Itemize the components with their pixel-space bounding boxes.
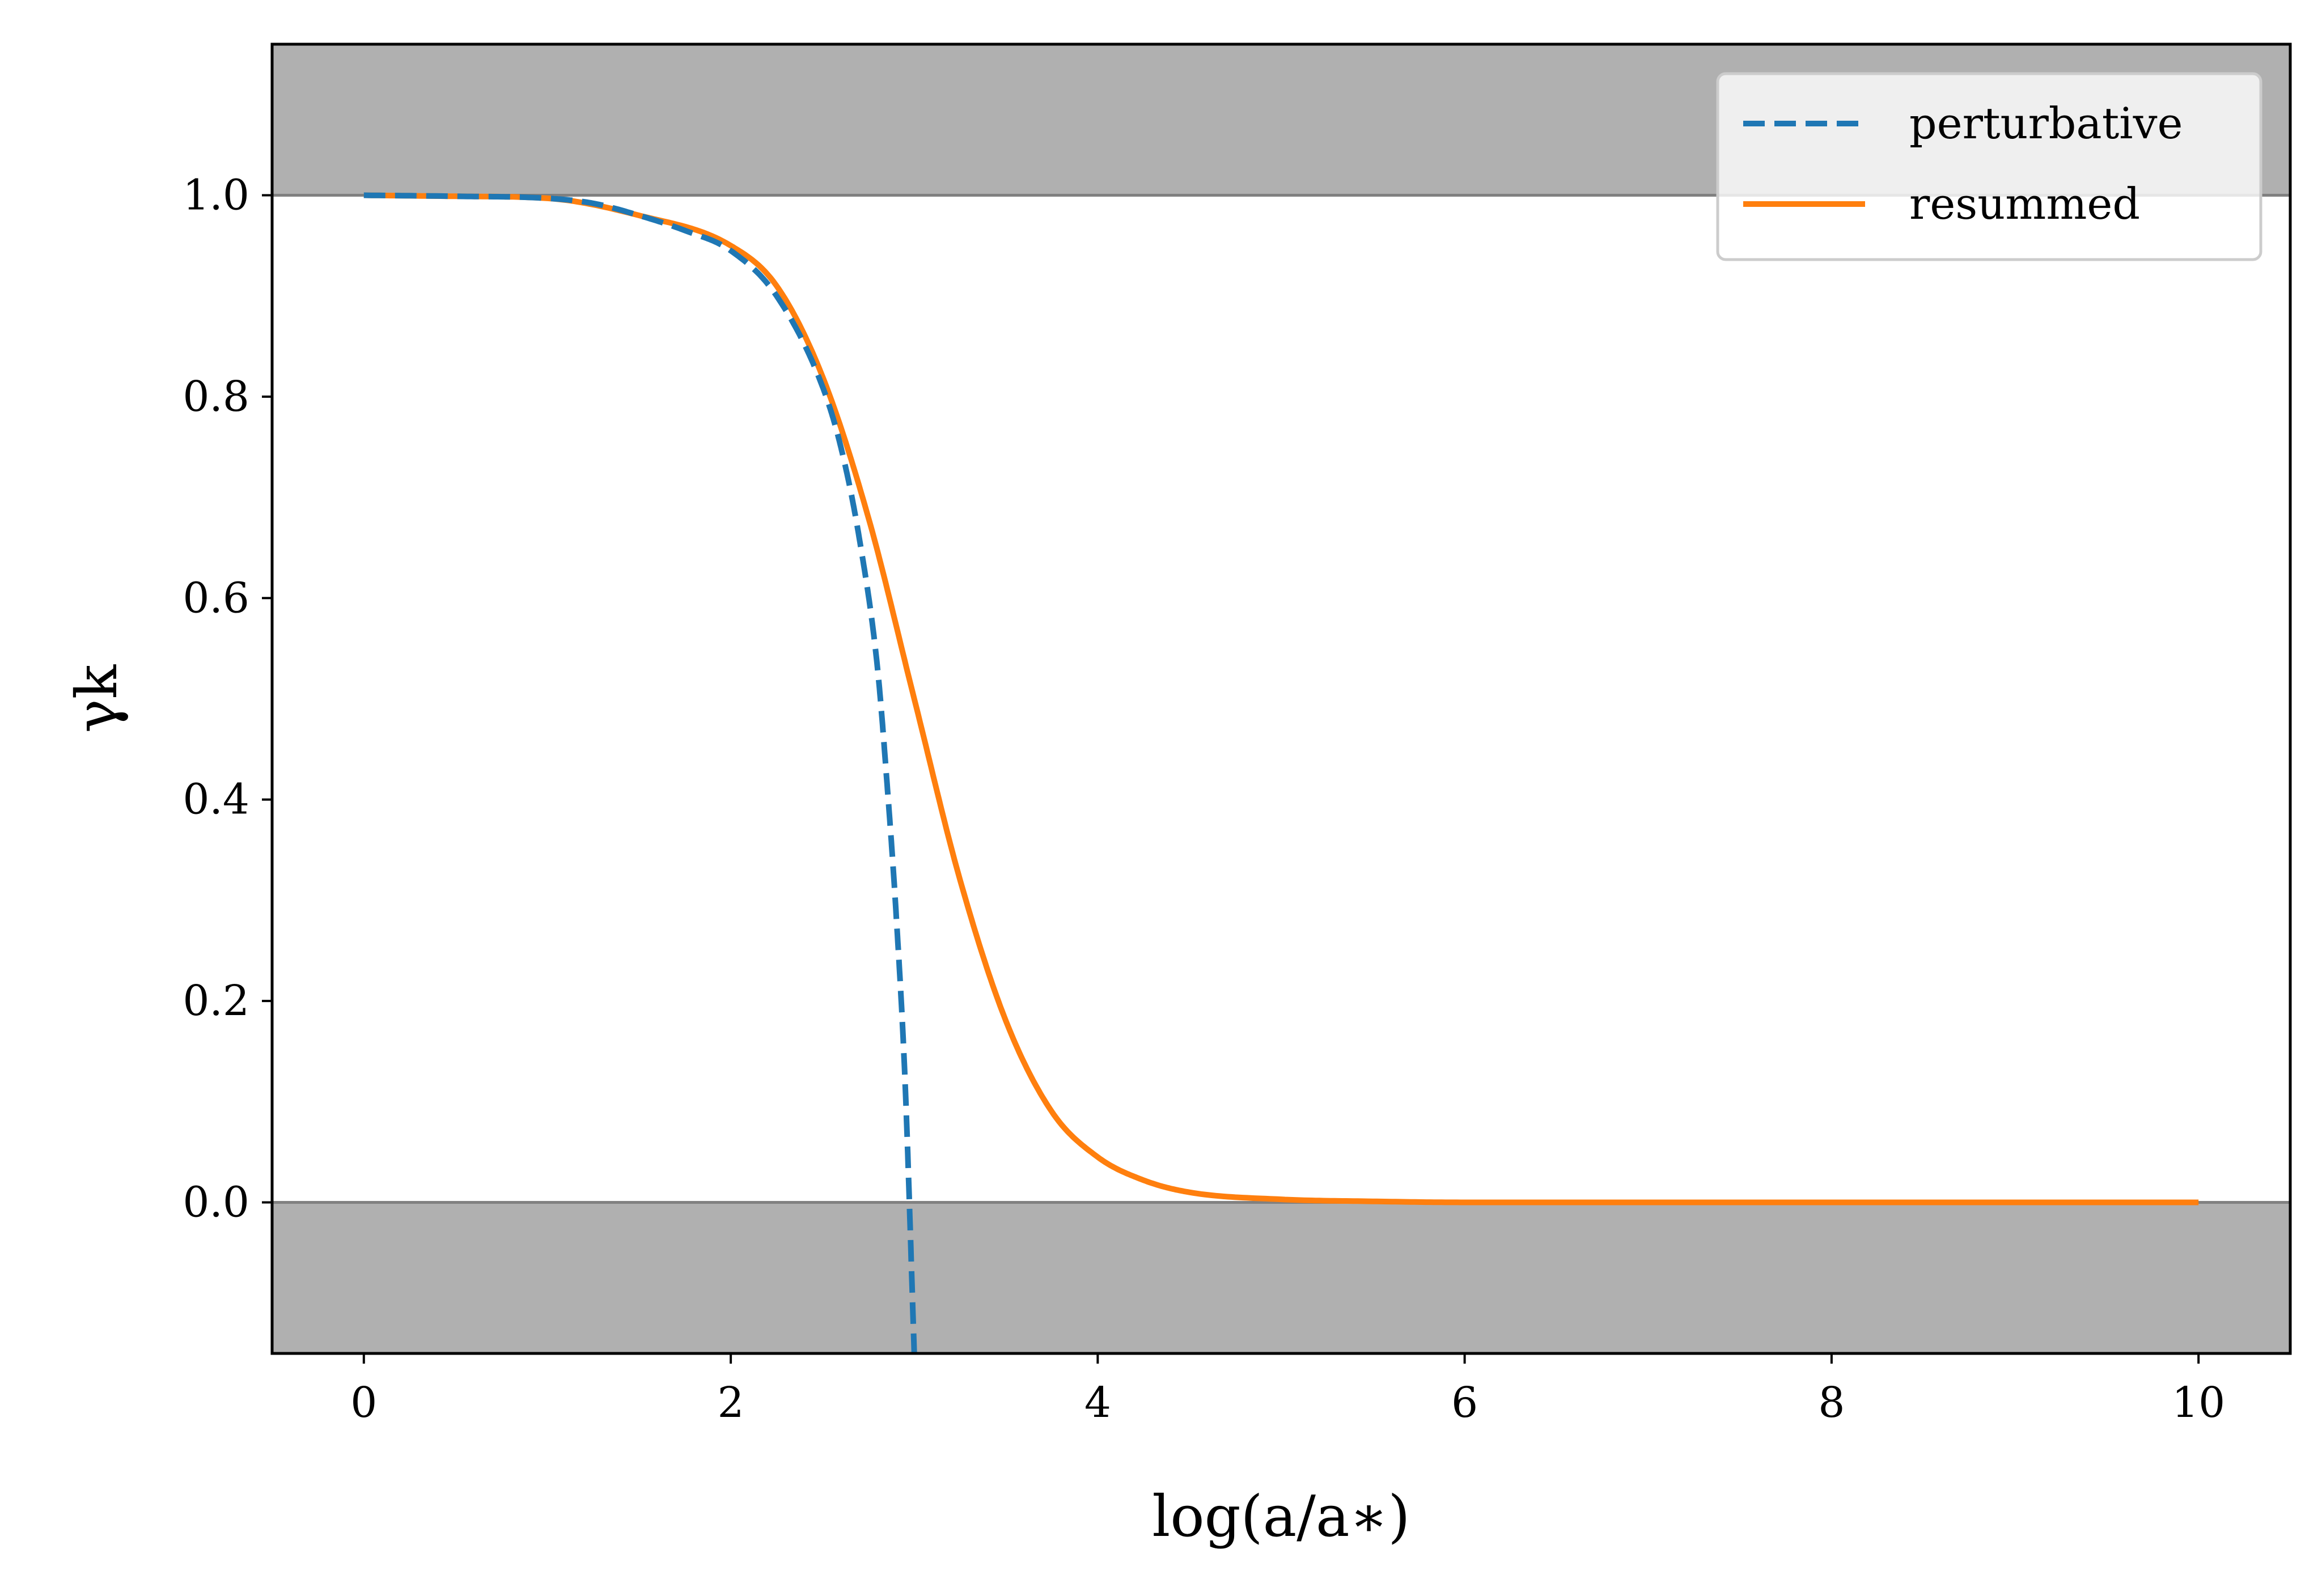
y-tick-label: 0.8: [183, 372, 249, 421]
shaded-region-1: [272, 1202, 2290, 1353]
x-tick-label: 0: [350, 1378, 377, 1427]
x-tick-label: 6: [1451, 1378, 1478, 1427]
plot-frame: [270, 43, 2292, 1355]
legend-box: [1716, 72, 2262, 261]
series-line-resummed: [363, 192, 2199, 1206]
x-tick-label: 4: [1084, 1378, 1111, 1427]
y-tick-label: 0.6: [183, 574, 249, 622]
y-axis-label: γk: [63, 664, 130, 733]
x-axis-label: log(a/a∗): [1152, 1483, 1410, 1550]
reference-lines: [272, 194, 2290, 1204]
x-tick-label: 10: [2172, 1378, 2225, 1427]
y-axis-ticks: 0.0 0.2 0.4 0.6 0.8 1.0: [183, 171, 272, 1226]
series-lines: [363, 192, 2199, 1354]
y-tick-label: 0.2: [183, 977, 249, 1025]
x-axis-ticks: 0 2 4 6 8 10: [350, 1353, 2225, 1427]
y-tick-label: 0.0: [183, 1178, 249, 1226]
y-tick-label: 1.0: [183, 171, 249, 220]
x-tick-label: 2: [718, 1378, 744, 1427]
x-tick-label: 8: [1818, 1378, 1845, 1427]
legend-label-perturbative: perturbative: [1909, 98, 2183, 148]
legend-label-resummed: resummed: [1909, 179, 2140, 229]
series-line-perturbative: [363, 192, 917, 1354]
legend: perturbative resummed: [1716, 72, 2262, 261]
y-tick-label: 0.4: [183, 775, 249, 824]
